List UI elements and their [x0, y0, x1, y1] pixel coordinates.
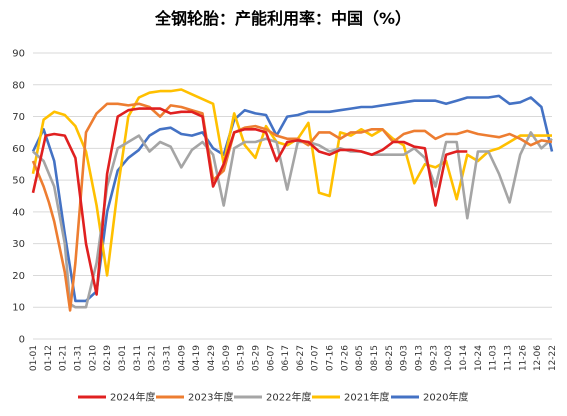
x-tick-label: 05-09: [222, 345, 232, 371]
x-tick-label: 09-13: [415, 345, 425, 371]
x-tick-label: 07-07: [311, 345, 321, 371]
y-tick-label: 70: [12, 112, 25, 123]
legend: 2024年度 2023年度 2022年度 2021年度 2020年度: [78, 391, 468, 404]
x-tick-label: 03-01: [118, 345, 128, 371]
x-tick-label: 05-19: [237, 345, 247, 371]
x-tick-label: 11-03: [489, 345, 499, 371]
x-tick-label: 07-16: [326, 345, 336, 371]
y-tick-label: 90: [12, 49, 25, 60]
y-tick-label: 80: [12, 80, 25, 91]
x-tick-label: 12-06: [533, 345, 543, 371]
y-tick-label: 40: [12, 207, 25, 218]
legend-item: 2020年度: [391, 391, 468, 404]
series-lines: [31, 88, 554, 312]
x-tick-label: 08-25: [385, 345, 395, 371]
legend-label: 2024年度: [110, 391, 155, 404]
y-tick-label: 60: [12, 144, 25, 155]
series-line-1: [31, 102, 553, 312]
legend-item: 2023年度: [156, 391, 233, 404]
y-tick-label: 20: [12, 271, 25, 282]
legend-item: 2024年度: [78, 391, 155, 404]
series-line-2: [32, 131, 553, 309]
x-tick-label: 04-29: [207, 345, 217, 371]
x-tick-label: 01-12: [44, 345, 54, 371]
x-tick-label: 11-26: [518, 345, 528, 371]
x-tick-label: 09-23: [429, 345, 439, 371]
x-tick-label: 03-11: [133, 345, 143, 371]
x-tick-label: 08-15: [370, 345, 380, 371]
x-tick-label: 02-10: [88, 345, 98, 371]
x-tick-label: 04-09: [177, 345, 187, 371]
legend-item: 2022年度: [234, 391, 311, 404]
x-tick-label: 10-14: [459, 345, 469, 371]
x-tick-label: 10-24: [474, 345, 484, 371]
legend-item: 2021年度: [312, 391, 389, 404]
x-tick-label: 06-27: [296, 345, 306, 371]
x-tick-label: 07-26: [340, 345, 350, 371]
series-line-0: [31, 107, 468, 296]
legend-label: 2023年度: [188, 391, 233, 404]
legend-label: 2021年度: [344, 391, 389, 404]
series-line-4: [31, 94, 554, 303]
x-tick-label: 04-19: [192, 345, 202, 371]
x-tick-label: 09-03: [400, 345, 410, 371]
x-tick-label: 08-05: [355, 345, 365, 371]
x-tick-label: 10-03: [444, 345, 454, 371]
y-tick-label: 0: [19, 335, 25, 346]
legend-label: 2020年度: [423, 391, 468, 404]
x-tick-label: 03-31: [162, 345, 172, 371]
legend-label: 2022年度: [266, 391, 311, 404]
x-tick-label: 01-31: [73, 345, 83, 371]
x-tick-label: 01-01: [29, 345, 39, 371]
y-tick-label: 30: [12, 239, 25, 250]
x-tick-label: 01-21: [59, 345, 69, 371]
x-axis-ticks: 01-01 01-12 01-21 01-31 02-10 02-19 03-01 03-11…: [29, 345, 558, 371]
x-tick-label: 02-19: [103, 345, 113, 371]
x-tick-label: 12-22: [548, 345, 558, 371]
x-tick-label: 11-13: [504, 345, 514, 371]
x-tick-label: 05-29: [251, 345, 261, 371]
x-tick-label: 06-17: [281, 345, 291, 371]
y-tick-label: 10: [12, 303, 25, 314]
y-tick-label: 50: [12, 176, 25, 187]
chart-title: 全钢轮胎：产能利用率：中国（%）: [154, 9, 411, 28]
y-axis-ticks: 0 10 20 30 40 50 60 70 80 90: [12, 49, 25, 346]
x-tick-label: 06-07: [266, 345, 276, 371]
x-tick-label: 03-21: [148, 345, 158, 371]
